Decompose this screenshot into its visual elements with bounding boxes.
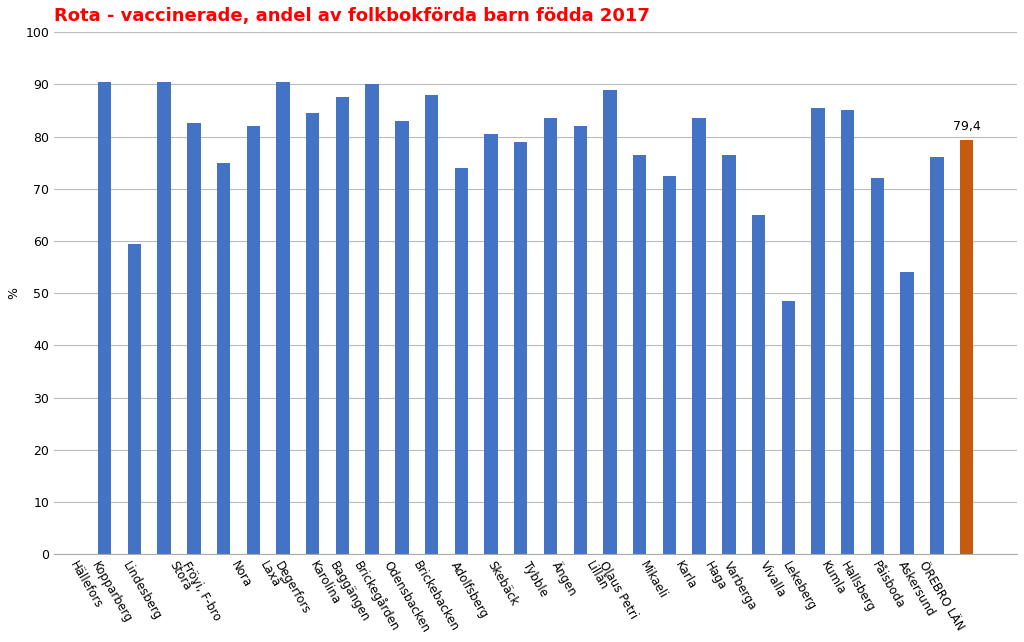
Bar xyxy=(692,118,706,555)
Bar xyxy=(366,84,379,555)
Bar xyxy=(247,126,260,555)
Text: Rota - vaccinerade, andel av folkbokförda barn födda 2017: Rota - vaccinerade, andel av folkbokförd… xyxy=(54,7,650,25)
Y-axis label: %: % xyxy=(7,287,19,299)
Bar xyxy=(781,301,795,555)
Bar xyxy=(959,140,973,555)
Bar xyxy=(930,157,943,555)
Bar xyxy=(900,272,913,555)
Text: 79,4: 79,4 xyxy=(952,121,980,134)
Bar xyxy=(217,162,230,555)
Bar xyxy=(128,243,141,555)
Bar xyxy=(722,155,735,555)
Bar xyxy=(811,108,824,555)
Bar xyxy=(603,89,616,555)
Bar xyxy=(841,110,854,555)
Bar xyxy=(306,113,319,555)
Bar xyxy=(158,82,171,555)
Bar xyxy=(276,82,290,555)
Bar xyxy=(336,98,349,555)
Bar xyxy=(455,168,468,555)
Bar xyxy=(544,118,557,555)
Bar xyxy=(663,176,676,555)
Bar xyxy=(870,178,884,555)
Bar xyxy=(514,142,527,555)
Bar xyxy=(395,121,409,555)
Bar xyxy=(633,155,646,555)
Bar xyxy=(98,82,112,555)
Bar xyxy=(573,126,587,555)
Bar xyxy=(484,134,498,555)
Bar xyxy=(752,215,765,555)
Bar xyxy=(425,95,438,555)
Bar xyxy=(187,123,201,555)
